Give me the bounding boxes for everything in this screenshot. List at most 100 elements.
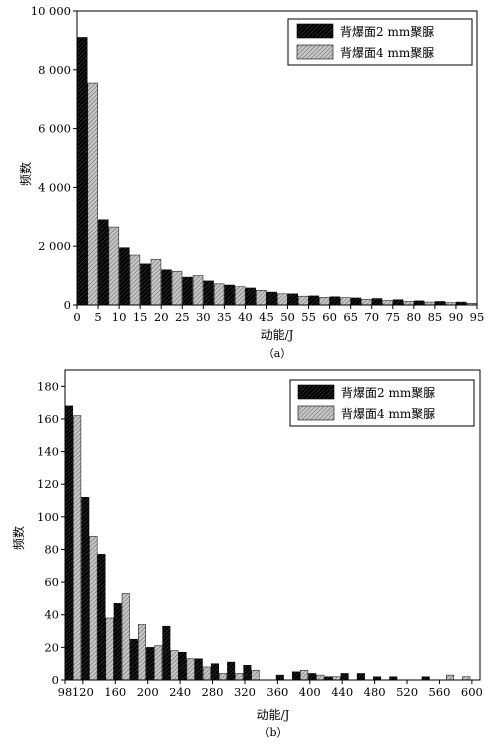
bar-s1-6 <box>162 625 171 681</box>
x-ticks-a: 0 5 10 15 20 25 30 35 40 45 50 55 60 65 70 75 80 85 90 95 <box>73 305 484 324</box>
bar-s2-14 <box>300 669 309 681</box>
bar-s2-5 <box>154 645 163 681</box>
bar-s2-12 <box>340 297 351 306</box>
x-tick-label-3: 15 <box>133 310 148 324</box>
bar-s1-10 <box>227 661 236 681</box>
bar-s1-10 <box>287 293 299 306</box>
legend-label-b-1: 背爆面2 mm聚脲 <box>341 386 435 400</box>
bar-s1-0 <box>77 37 88 306</box>
x-tick-label-11: 55 <box>301 310 316 324</box>
x-tick-label-6: 30 <box>196 310 211 324</box>
x-tick-label-2: 10 <box>112 310 127 324</box>
bar-s2-3 <box>150 259 162 306</box>
bar-s1-15 <box>308 673 317 681</box>
x-tick-label-12: 60 <box>322 310 337 324</box>
bar-s1-18 <box>356 673 365 681</box>
bar-s1-7 <box>224 284 235 306</box>
x-tick-label-7: 35 <box>217 310 232 324</box>
x-axis-label-a: 动能/J <box>261 328 294 342</box>
y-tick-label-4: 8 000 <box>38 63 71 77</box>
bar-s2-11 <box>251 669 260 681</box>
bar-s1-14 <box>292 671 301 681</box>
bar-s1-1 <box>81 497 90 681</box>
x-tick-label-1: 5 <box>94 310 101 324</box>
y-tick-label-2: 40 <box>44 608 59 622</box>
x-tick-label-10: 50 <box>280 310 295 324</box>
bar-s1-12 <box>329 296 341 306</box>
y-axis-label-b: 频数 <box>11 526 26 550</box>
bar-s2-1 <box>89 536 98 681</box>
legend-swatch-a-1 <box>296 23 334 39</box>
x-tick-label-8: 400 <box>299 685 321 699</box>
bar-s2-15 <box>403 301 414 306</box>
y-tick-label-9: 180 <box>37 379 59 393</box>
x-tick-label-12: 560 <box>428 685 450 699</box>
x-tick-label-11: 520 <box>396 685 418 699</box>
y-tick-label-0: 0 <box>52 673 59 687</box>
bar-s2-6 <box>170 650 179 681</box>
x-tick-label-5: 25 <box>175 310 190 324</box>
x-tick-label-2: 160 <box>104 685 126 699</box>
bar-s1-8 <box>245 287 256 306</box>
legend-swatch-a-2 <box>296 44 334 60</box>
bar-s1-17 <box>340 673 349 681</box>
bar-s2-13 <box>361 299 372 306</box>
bar-s1-4 <box>161 269 172 306</box>
panel-label-a: （a） <box>263 347 292 360</box>
bar-s1-3 <box>140 263 151 306</box>
bar-s2-6 <box>213 283 225 306</box>
y-tick-label-5: 10 000 <box>31 4 71 18</box>
y-tick-label-7: 140 <box>37 445 59 459</box>
bar-s2-8 <box>202 666 211 681</box>
panel-label-b: （b） <box>258 726 287 739</box>
bar-s1-2 <box>97 554 106 681</box>
bar-s1-8 <box>194 658 203 681</box>
bar-s1-7 <box>178 652 187 681</box>
legend-swatch-b-2 <box>297 405 335 421</box>
bar-s2-10 <box>235 673 244 681</box>
bar-s1-16 <box>413 300 425 306</box>
bar-s1-5 <box>182 276 193 306</box>
legend-a: 背爆面2 mm聚脲 背爆面4 mm聚脲 <box>287 18 473 66</box>
bar-s1-4 <box>129 638 138 681</box>
bar-s2-2 <box>105 617 114 681</box>
x-tick-label-1: 120 <box>72 685 94 699</box>
x-tick-label-18: 90 <box>449 310 464 324</box>
bar-s2-15 <box>316 674 325 681</box>
bar-s2-14 <box>382 300 393 306</box>
bar-s2-4 <box>171 270 183 306</box>
x-tick-label-3: 200 <box>137 685 159 699</box>
x-tick-label-8: 40 <box>238 310 253 324</box>
bar-s1-6 <box>203 280 214 306</box>
x-tick-label-0: 0 <box>73 310 80 324</box>
plot-frame-a <box>76 10 478 306</box>
y-tick-label-6: 120 <box>37 477 59 491</box>
y-ticks-a: 0 2 000 4 000 6 000 8 000 10 000 <box>31 4 77 312</box>
bar-s1-9 <box>210 663 219 681</box>
bars-b <box>65 405 471 681</box>
y-tick-label-5: 100 <box>37 510 59 524</box>
bar-s1-11 <box>308 295 320 306</box>
y-tick-label-2: 4 000 <box>38 180 71 194</box>
x-tick-label-0: 98 <box>58 685 73 699</box>
bar-s1-14 <box>371 298 383 306</box>
bars-a <box>77 37 477 306</box>
y-tick-label-0: 0 <box>64 298 71 312</box>
y-tick-label-1: 20 <box>44 640 59 654</box>
bar-s2-7 <box>186 658 195 681</box>
x-tick-label-4: 20 <box>154 310 169 324</box>
y-axis-label-a: 频数 <box>18 162 33 186</box>
bar-s2-0 <box>87 82 99 306</box>
x-tick-label-17: 85 <box>428 310 443 324</box>
bar-s2-3 <box>121 593 130 681</box>
legend-label-a-1: 背爆面2 mm聚脲 <box>340 25 434 39</box>
bar-s2-4 <box>138 624 147 681</box>
bar-s2-23 <box>446 674 455 681</box>
x-axis-label-b: 动能/J <box>257 708 290 722</box>
bar-s2-0 <box>73 415 82 681</box>
x-tick-label-14: 70 <box>364 310 379 324</box>
legend-swatch-b-1 <box>297 384 335 400</box>
y-tick-label-3: 6 000 <box>38 122 71 136</box>
bar-s2-7 <box>234 286 246 306</box>
